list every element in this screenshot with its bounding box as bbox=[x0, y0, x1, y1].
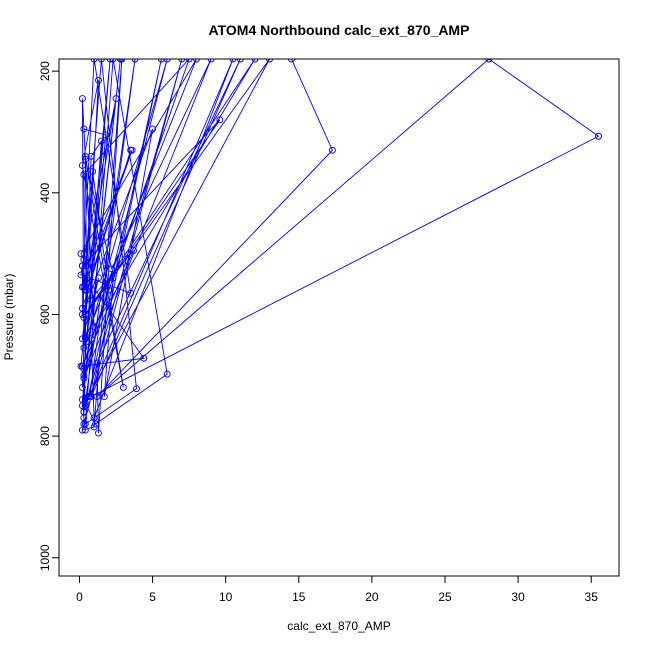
x-axis: 0 5 10 15 20 25 30 35 bbox=[76, 575, 599, 604]
x-axis-label: calc_ext_870_AMP bbox=[287, 619, 390, 633]
data-point bbox=[83, 262, 91, 270]
data-point bbox=[131, 59, 139, 63]
x-tick-label: 25 bbox=[438, 590, 452, 604]
data-point bbox=[80, 408, 88, 416]
data-point bbox=[133, 385, 140, 393]
data-point bbox=[112, 95, 120, 102]
data-point bbox=[288, 59, 295, 63]
data-point bbox=[78, 262, 86, 270]
data-point bbox=[163, 370, 171, 378]
data-point bbox=[119, 384, 127, 391]
series-line bbox=[80, 59, 600, 434]
data-point bbox=[140, 354, 148, 362]
data-point bbox=[90, 59, 98, 63]
data-point bbox=[109, 59, 117, 63]
data-point bbox=[105, 286, 113, 294]
data-point bbox=[95, 429, 102, 437]
data-point bbox=[78, 362, 86, 370]
y-tick-label: 600 bbox=[38, 304, 52, 324]
data-point bbox=[83, 274, 91, 282]
data-point bbox=[97, 137, 105, 145]
data-point bbox=[216, 116, 224, 124]
data-point bbox=[485, 59, 493, 63]
x-tick-label: 0 bbox=[76, 590, 83, 604]
data-point bbox=[80, 371, 88, 379]
data-point bbox=[81, 399, 89, 407]
data-point bbox=[266, 59, 273, 63]
data-point bbox=[81, 420, 89, 428]
data-point bbox=[595, 132, 602, 140]
data-point bbox=[118, 59, 126, 63]
x-tick-label: 10 bbox=[219, 590, 233, 604]
data-point bbox=[87, 152, 95, 160]
data-point bbox=[149, 125, 157, 133]
data-point bbox=[192, 59, 200, 63]
data-point bbox=[95, 274, 102, 282]
data-point bbox=[97, 59, 105, 63]
data-point bbox=[80, 283, 88, 291]
y-tick-label: 800 bbox=[38, 426, 52, 446]
data-point bbox=[90, 323, 98, 331]
data-point bbox=[100, 393, 108, 401]
x-tick-label: 20 bbox=[365, 590, 379, 604]
data-point bbox=[87, 335, 95, 343]
data-point bbox=[80, 125, 88, 133]
data-point bbox=[328, 146, 336, 154]
data-point bbox=[80, 374, 88, 382]
x-tick-label: 30 bbox=[511, 590, 525, 604]
chart-title: ATOM4 Northbound calc_ext_870_AMP bbox=[209, 22, 470, 38]
data-point bbox=[128, 146, 136, 154]
data-point bbox=[78, 95, 86, 102]
data-point bbox=[80, 171, 88, 179]
data-point bbox=[207, 59, 215, 63]
y-axis-label: Pressure (mbar) bbox=[2, 274, 16, 361]
data-point bbox=[89, 168, 97, 175]
data-point bbox=[108, 265, 116, 273]
y-tick-label: 400 bbox=[38, 182, 52, 202]
data-point bbox=[236, 59, 244, 63]
data-point bbox=[130, 247, 138, 255]
data-point bbox=[93, 359, 101, 367]
x-tick-label: 35 bbox=[585, 590, 599, 604]
data-point bbox=[80, 314, 88, 321]
data-point bbox=[157, 59, 165, 63]
data-point bbox=[102, 131, 110, 139]
data-point bbox=[106, 59, 114, 63]
data-point bbox=[78, 161, 86, 169]
data-point bbox=[127, 289, 135, 297]
data-point bbox=[77, 271, 85, 279]
y-axis: 200 400 600 800 1000 bbox=[38, 61, 60, 571]
data-point bbox=[95, 76, 102, 84]
data-point bbox=[77, 250, 85, 258]
data-point bbox=[109, 274, 117, 282]
y-tick-label: 200 bbox=[38, 61, 52, 81]
x-tick-label: 15 bbox=[292, 590, 306, 604]
data-point bbox=[78, 384, 86, 391]
data-point bbox=[93, 393, 101, 401]
y-tick-label: 1000 bbox=[38, 544, 52, 571]
data-point bbox=[78, 426, 86, 434]
data-point bbox=[84, 393, 92, 401]
data-point bbox=[185, 59, 193, 63]
data-point bbox=[178, 59, 186, 63]
data-point bbox=[229, 59, 237, 63]
data-point bbox=[80, 344, 88, 352]
plot-layer bbox=[77, 59, 602, 437]
data-point bbox=[81, 155, 89, 163]
data-point bbox=[90, 423, 98, 431]
data-point bbox=[163, 59, 171, 63]
data-point bbox=[251, 59, 259, 63]
x-tick-label: 5 bbox=[149, 590, 156, 604]
